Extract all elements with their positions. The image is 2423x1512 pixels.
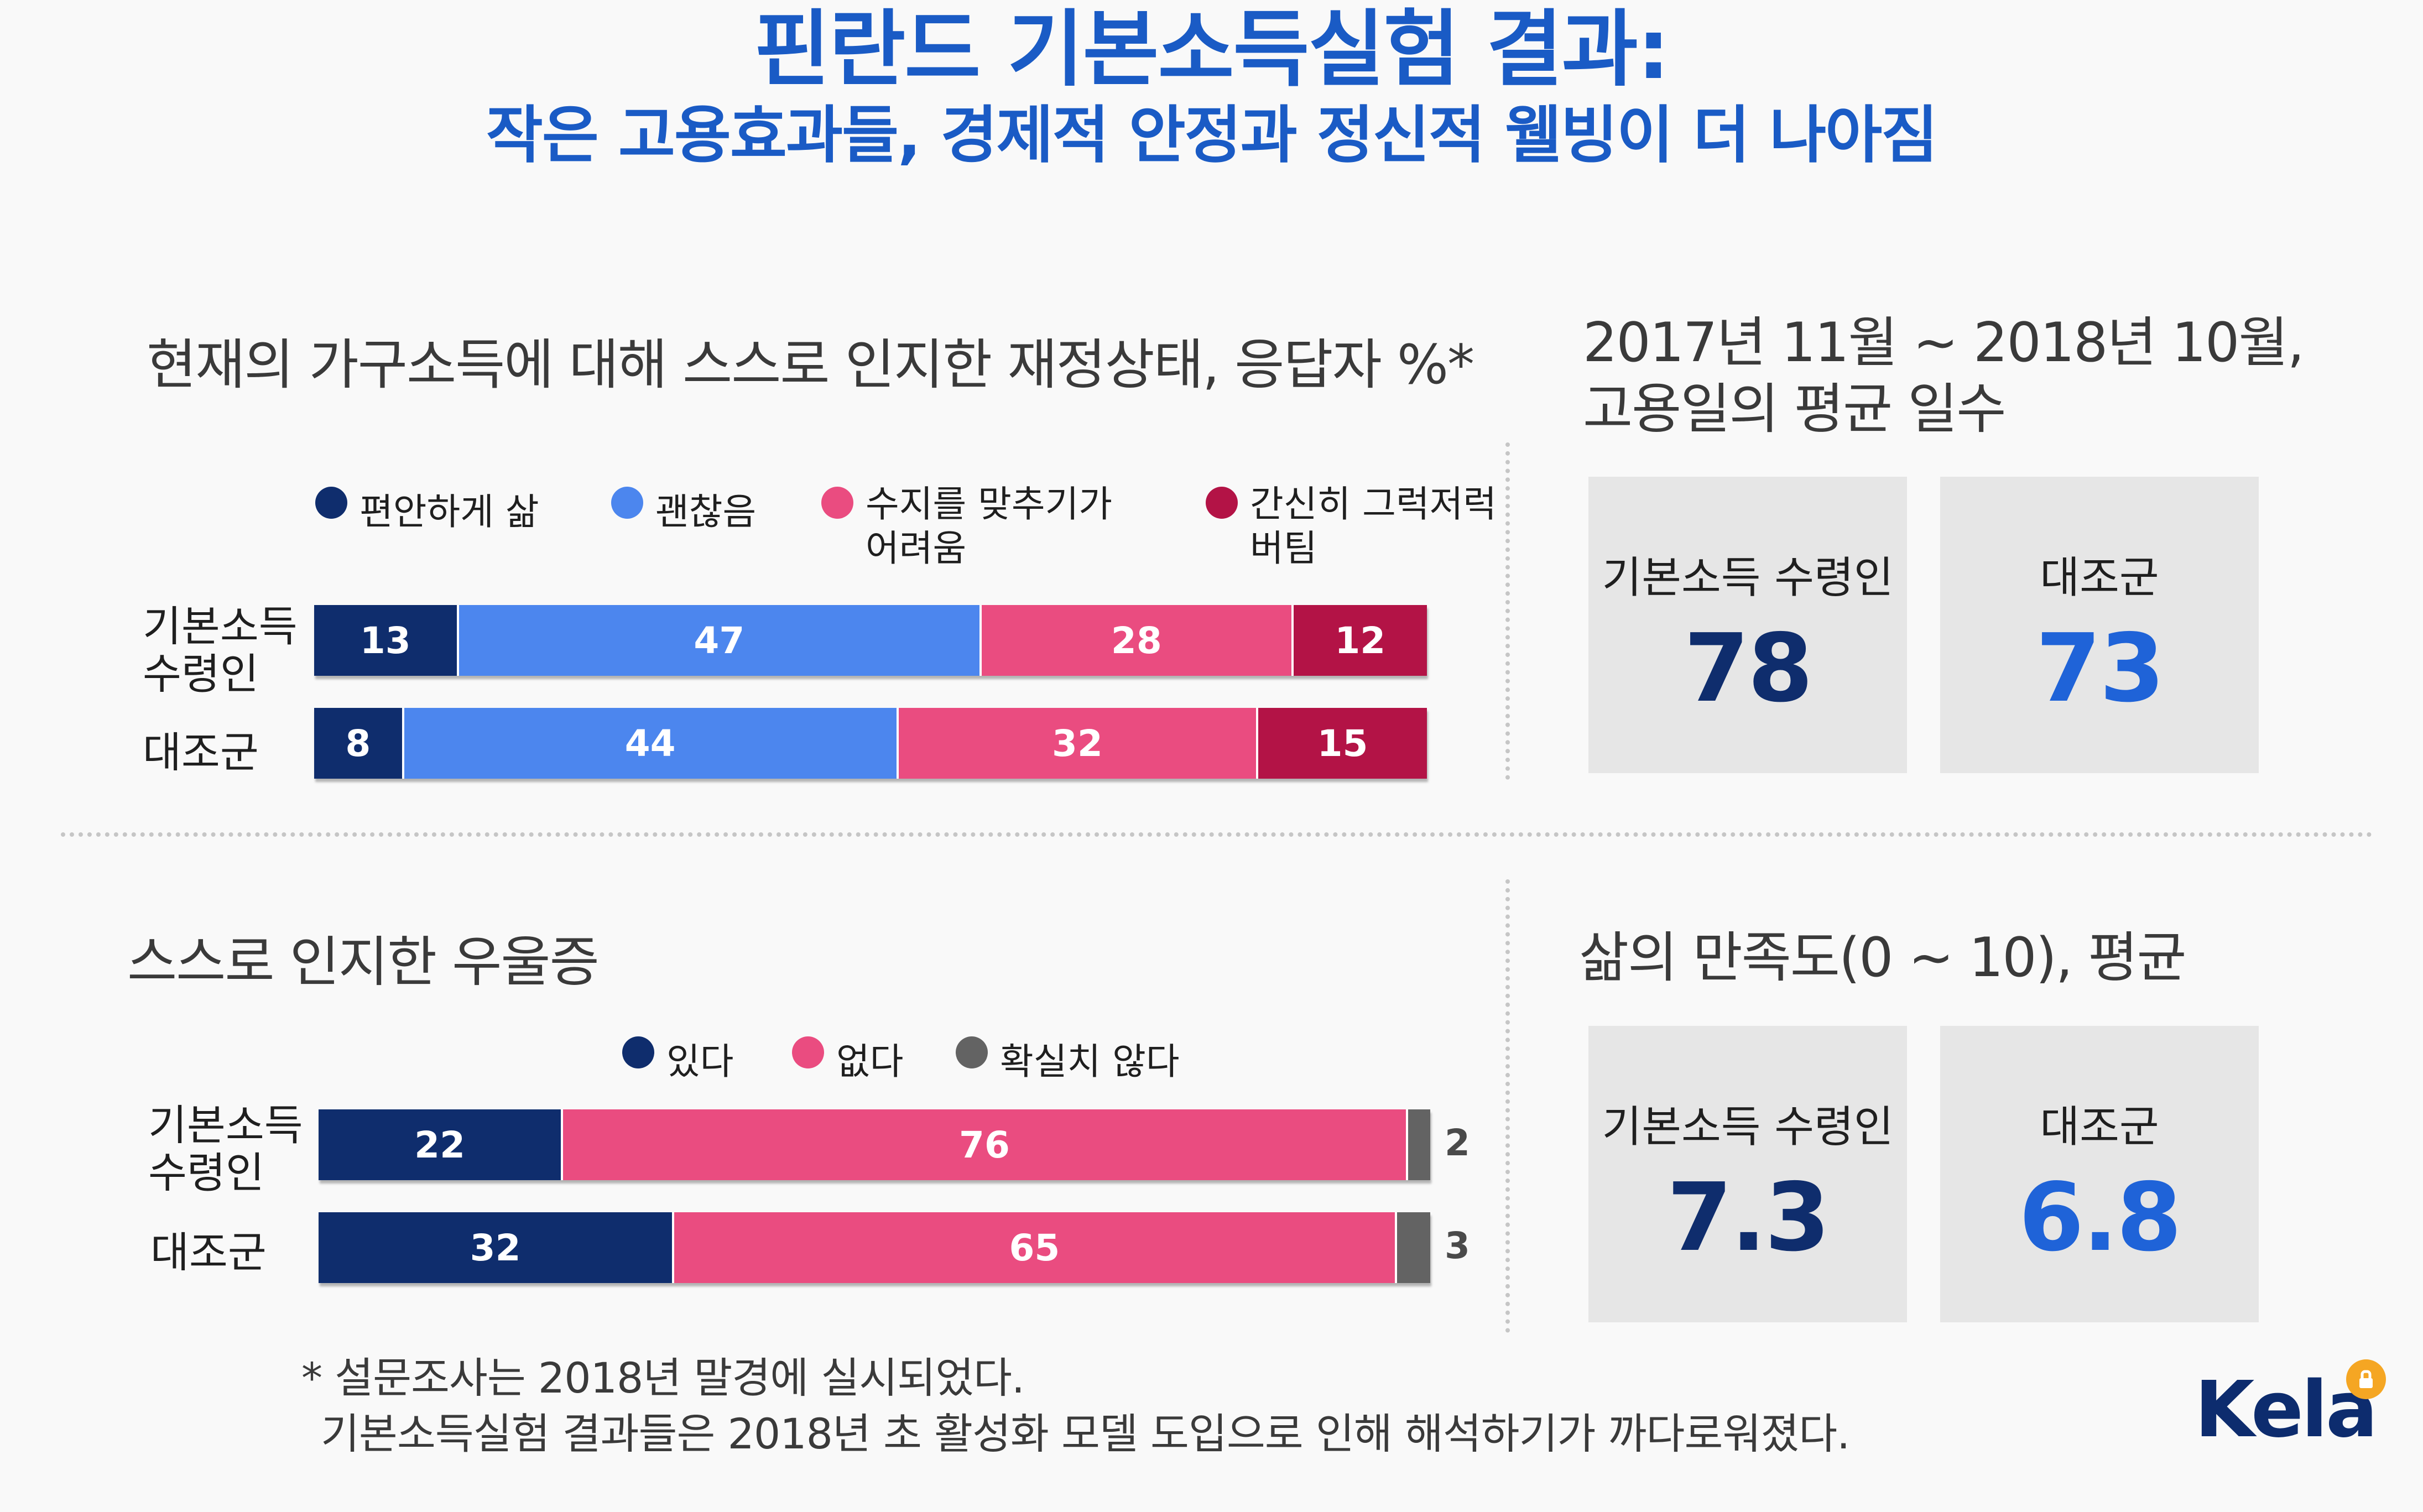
stat-value: 6.8 <box>2018 1163 2182 1273</box>
employment-title-line: 고용일의 평균 일수 <box>1583 378 2007 441</box>
row-label-line: 대조군 <box>143 728 259 777</box>
employment-title: 2017년 11월 ~ 2018년 10월, 고용일의 평균 일수 <box>1583 310 2305 442</box>
employment-title-line: 2017년 11월 ~ 2018년 10월, <box>1583 311 2305 374</box>
legend-dot-pink <box>792 1036 824 1068</box>
legend-item-comfortable: 편안하게 삶 <box>315 482 539 535</box>
row-label-line: 수령인 <box>148 1148 264 1197</box>
employment-box-recipients: 기본소득 수령인 78 <box>1588 477 1907 773</box>
bar-segment-unsure <box>1408 1109 1430 1180</box>
bar-value-label: 13 <box>359 619 411 662</box>
finance-bar-control: 8 44 32 15 <box>314 708 1427 779</box>
row-label-recipients: 기본소득 수령인 <box>148 1102 303 1197</box>
data-label-unsure-recipients: 2 <box>1445 1122 1470 1164</box>
legend-item-unsure: 확실치 않다 <box>956 1032 1180 1085</box>
horizontal-divider <box>61 832 2373 837</box>
stat-label: 대조군 <box>2040 553 2159 603</box>
legend-label: 확실치 않다 <box>1000 1040 1180 1083</box>
row-label-control: 대조군 <box>150 1229 267 1276</box>
bar-segment-barely: 15 <box>1258 708 1427 779</box>
legend-dot-gray <box>956 1036 988 1068</box>
kela-badge-glyph <box>2359 1370 2373 1388</box>
bar-value-label: 22 <box>414 1123 466 1166</box>
employment-box-control: 대조군 73 <box>1940 477 2259 773</box>
bar-segment-yes: 32 <box>319 1212 675 1283</box>
stat-value: 73 <box>2035 614 2165 723</box>
legend-dot-blue <box>611 487 643 519</box>
legend-dot-navy <box>622 1036 654 1068</box>
satisfaction-title: 삶의 만족도(0 ~ 10), 평균 <box>1579 926 2187 989</box>
stat-value: 7.3 <box>1666 1163 1830 1273</box>
bar-segment-comfortable: 8 <box>314 708 404 779</box>
legend-item-yes: 있다 <box>622 1032 733 1085</box>
legend-item-barely: 간신히 그럭저럭 버팀 <box>1206 482 1497 571</box>
bar-value-label: 8 <box>345 722 371 765</box>
bar-segment-ok: 47 <box>458 605 982 676</box>
stat-value: 78 <box>1684 614 1814 723</box>
bar-value-label: 32 <box>1052 722 1103 765</box>
legend-dot-pink <box>821 487 853 519</box>
legend-label: 괜찮음 <box>655 491 757 533</box>
legend-item-difficult: 수지를 맞추기가 어려움 <box>821 482 1112 571</box>
row-label-line: 수령인 <box>143 649 259 698</box>
bar-value-label: 47 <box>694 619 745 662</box>
bar-segment-ok: 44 <box>404 708 899 779</box>
stat-label: 기본소득 수령인 <box>1602 553 1894 603</box>
legend-label: 있다 <box>666 1040 734 1083</box>
vertical-divider-top <box>1505 442 1510 780</box>
legend-label: 수지를 맞추기가 <box>866 483 1113 525</box>
bar-segment-difficult: 32 <box>898 708 1259 779</box>
footnote-line-2: 기본소득실험 결과들은 2018년 초 활성화 모델 도입으로 인해 해석하기가… <box>321 1409 1850 1458</box>
bar-segment-difficult: 28 <box>982 605 1294 676</box>
kela-badge-icon <box>2346 1359 2386 1399</box>
depression-section-title: 스스로 인지한 우울증 <box>127 931 600 994</box>
bar-segment-no: 65 <box>674 1212 1397 1283</box>
legend-label-cont: 버팀 <box>1250 527 1317 570</box>
footnote-line-1: * 설문조사는 2018년 말경에 실시되었다. <box>301 1353 1025 1402</box>
bar-segment-no: 76 <box>563 1109 1408 1180</box>
depression-bar-control: 32 65 <box>319 1212 1430 1283</box>
legend-item-no: 없다 <box>792 1032 903 1085</box>
bar-segment-comfortable: 13 <box>314 605 459 676</box>
bar-segment-yes: 22 <box>319 1109 564 1180</box>
legend-label: 간신히 그럭저럭 <box>1250 483 1497 525</box>
stat-label: 대조군 <box>2040 1102 2159 1152</box>
row-label-line: 기본소득 <box>148 1101 303 1150</box>
legend-label-cont: 어려움 <box>866 527 967 570</box>
legend-item-ok: 괜찮음 <box>611 482 756 535</box>
bar-value-label: 76 <box>959 1123 1010 1166</box>
row-label-line: 기본소득 <box>143 602 298 651</box>
legend-label: 없다 <box>836 1040 904 1083</box>
data-label-unsure-control: 3 <box>1445 1224 1470 1267</box>
vertical-divider-bottom <box>1505 879 1510 1333</box>
bar-value-label: 44 <box>624 722 676 765</box>
page-title: 핀란드 기본소득실험 결과: <box>754 2 1670 98</box>
row-label-recipients: 기본소득 수령인 <box>143 603 298 698</box>
bar-segment-barely: 12 <box>1293 605 1427 676</box>
finance-section-title: 현재의 가구소득에 대해 스스로 인지한 재정상태, 응답자 %* <box>147 333 1474 397</box>
satisfaction-box-control: 대조군 6.8 <box>1940 1026 2259 1322</box>
finance-bar-recipients: 13 47 28 12 <box>314 605 1427 676</box>
bar-segment-unsure <box>1397 1212 1430 1283</box>
satisfaction-box-recipients: 기본소득 수령인 7.3 <box>1588 1026 1907 1322</box>
page-subtitle: 작은 고용효과들, 경제적 안정과 정신적 웰빙이 더 나아짐 <box>486 100 1938 171</box>
bar-value-label: 15 <box>1317 722 1368 765</box>
legend-label: 편안하게 삶 <box>359 491 539 533</box>
legend-dot-crimson <box>1206 487 1238 519</box>
row-label-line: 대조군 <box>150 1228 267 1277</box>
stat-label: 기본소득 수령인 <box>1602 1102 1894 1152</box>
bar-value-label: 12 <box>1335 619 1386 662</box>
depression-bar-recipients: 22 76 <box>319 1109 1430 1180</box>
row-label-control: 대조군 <box>143 729 259 776</box>
bar-value-label: 32 <box>470 1226 521 1269</box>
bar-value-label: 65 <box>1009 1226 1060 1269</box>
bar-value-label: 28 <box>1111 619 1162 662</box>
legend-dot-navy <box>315 487 347 519</box>
